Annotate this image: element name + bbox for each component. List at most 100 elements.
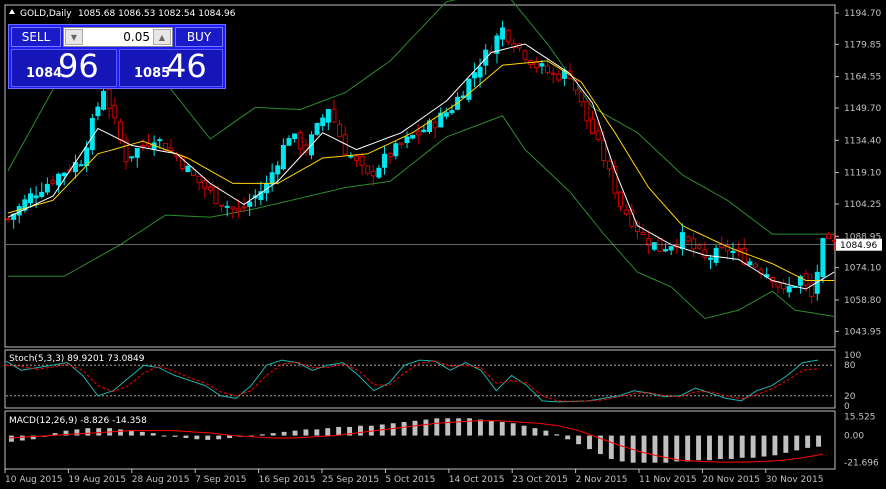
candle-body bbox=[550, 72, 556, 75]
macd-hist-bar bbox=[652, 435, 658, 463]
ma-slow-line bbox=[7, 60, 835, 281]
candle-body bbox=[320, 117, 326, 127]
lot-decrease-icon[interactable]: ▼ bbox=[65, 29, 83, 45]
candle-body bbox=[325, 109, 331, 123]
xtick-label: 5 Oct 2015 bbox=[385, 475, 435, 485]
candle-body bbox=[297, 132, 303, 150]
stoch-ytick-label: 20 bbox=[844, 392, 856, 402]
macd-hist-bar bbox=[19, 435, 25, 441]
macd-hist-bar bbox=[696, 435, 702, 461]
sell-button[interactable]: SELL bbox=[11, 27, 61, 47]
candle-body bbox=[241, 206, 247, 209]
candle-body bbox=[387, 153, 393, 158]
macd-hist-bar bbox=[674, 435, 680, 462]
macd-hist-bar bbox=[423, 419, 429, 436]
macd-hist-bar bbox=[118, 429, 123, 436]
macd-hist-bar bbox=[270, 433, 276, 436]
macd-hist-bar bbox=[30, 435, 36, 440]
candle-body bbox=[601, 139, 607, 162]
candle-body bbox=[314, 122, 320, 135]
candle-body bbox=[275, 165, 281, 175]
candle-body bbox=[224, 205, 230, 208]
candle-body bbox=[5, 218, 11, 221]
macd-hist-bar bbox=[227, 435, 233, 439]
candle-body bbox=[39, 191, 45, 197]
macd-hist-bar bbox=[554, 434, 560, 436]
candle-body bbox=[545, 65, 551, 74]
stoch-panel-frame bbox=[4, 349, 836, 409]
stoch-ytick-label: 80 bbox=[844, 361, 856, 371]
candle-body bbox=[50, 179, 56, 184]
candle-body bbox=[713, 247, 719, 263]
main-ytick-label: 1058.80 bbox=[844, 296, 881, 306]
macd-hist-bar bbox=[445, 418, 451, 436]
candle-body bbox=[438, 112, 444, 128]
candle-body bbox=[584, 100, 590, 122]
lot-size-stepper[interactable]: ▼ 0.05 ▲ bbox=[63, 27, 173, 47]
candle-body bbox=[427, 120, 432, 132]
candle-body bbox=[561, 70, 567, 79]
macd-indicator-label: MACD(12,26,9) -8.826 -14.358 bbox=[9, 416, 147, 426]
macd-hist-bar bbox=[292, 430, 298, 436]
candle-body bbox=[235, 208, 241, 212]
candle-body bbox=[623, 209, 629, 215]
lot-size-value[interactable]: 0.05 bbox=[123, 30, 150, 44]
buy-price-box[interactable]: 1085 46 bbox=[119, 47, 223, 87]
candle-body bbox=[157, 139, 163, 142]
candle-body bbox=[483, 49, 489, 66]
xtick-label: 19 Aug 2015 bbox=[68, 475, 126, 485]
macd-hist-bar bbox=[216, 435, 222, 440]
macd-hist-bar bbox=[521, 425, 527, 436]
main-ytick-label: 1179.85 bbox=[844, 40, 881, 50]
macd-hist-bar bbox=[74, 429, 80, 436]
macd-hist-bar bbox=[205, 435, 211, 440]
candle-body bbox=[646, 238, 652, 246]
candle-body bbox=[219, 204, 225, 207]
candle-body bbox=[685, 236, 691, 242]
xtick-label: 25 Sep 2015 bbox=[322, 475, 379, 485]
macd-hist-bar bbox=[52, 433, 58, 436]
xtick-label: 23 Oct 2015 bbox=[512, 475, 568, 485]
candle-body bbox=[696, 244, 702, 249]
candle-body bbox=[831, 239, 837, 242]
macd-hist-bar bbox=[139, 431, 145, 436]
candle-body bbox=[612, 165, 618, 194]
candle-body bbox=[56, 173, 62, 186]
macd-hist-bar bbox=[597, 435, 603, 455]
candle-body bbox=[708, 257, 713, 260]
candle-body bbox=[348, 155, 354, 158]
candle-body bbox=[162, 143, 168, 152]
candle-body bbox=[820, 238, 826, 278]
candle-body bbox=[494, 35, 500, 54]
buy-button[interactable]: BUY bbox=[175, 27, 223, 47]
candle-body bbox=[556, 73, 562, 81]
buy-price-pips: 46 bbox=[166, 47, 207, 85]
sell-price-box[interactable]: 1084 96 bbox=[11, 47, 117, 87]
candle-body bbox=[578, 91, 584, 103]
candle-body bbox=[95, 106, 101, 117]
candle-body bbox=[22, 199, 28, 211]
macd-hist-bar bbox=[794, 435, 800, 451]
candle-body bbox=[404, 136, 410, 144]
lot-increase-icon[interactable]: ▲ bbox=[153, 29, 171, 45]
macd-hist-bar bbox=[63, 430, 69, 436]
macd-hist-bar bbox=[805, 435, 811, 448]
macd-hist-bar bbox=[456, 418, 462, 436]
candle-body bbox=[112, 105, 118, 119]
one-click-trading-panel: SELL ▼ 0.05 ▲ BUY 1084 96 1085 46 bbox=[8, 24, 226, 89]
main-ytick-label: 1104.25 bbox=[844, 200, 881, 210]
candle-body bbox=[421, 129, 427, 133]
candle-body bbox=[140, 144, 146, 147]
candle-body bbox=[640, 231, 646, 235]
macd-hist-bar bbox=[565, 435, 571, 440]
candle-body bbox=[786, 286, 792, 293]
candle-body bbox=[78, 164, 84, 167]
candle-body bbox=[269, 172, 275, 185]
macd-hist-bar bbox=[707, 435, 712, 461]
candle-body bbox=[382, 153, 388, 168]
candle-body bbox=[101, 90, 107, 110]
candle-body bbox=[747, 261, 753, 266]
stoch-ytick-label: 0 bbox=[844, 402, 850, 412]
collapse-triangle-icon[interactable] bbox=[9, 9, 15, 14]
candle-body bbox=[280, 144, 286, 170]
